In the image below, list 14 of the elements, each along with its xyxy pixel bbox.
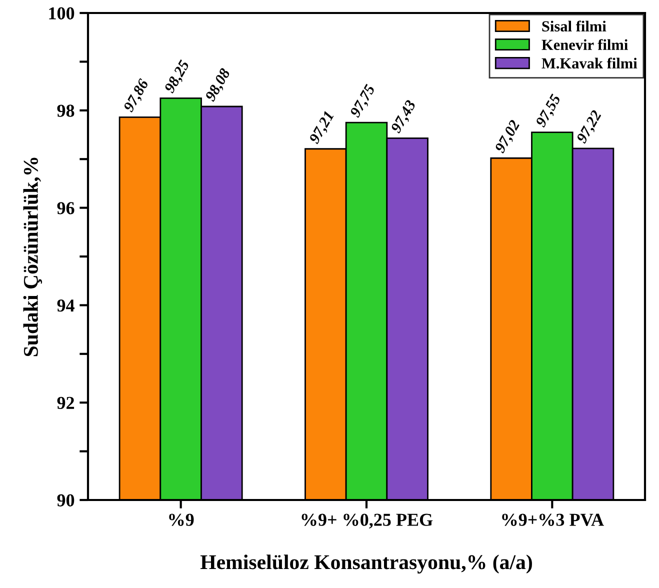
x-axis-title: Hemiselüloz Konsantrasyonu,% (a/a) <box>200 554 532 574</box>
legend-label: Sisal filmi <box>542 20 606 32</box>
x-tick-label: %9+%3 PVA <box>502 514 604 526</box>
legend-label: Kenevir filmi <box>542 39 628 50</box>
y-tick-label: 92 <box>57 396 74 410</box>
y-tick-label: 100 <box>49 7 74 20</box>
y-tick-label: 96 <box>57 202 74 214</box>
y-tick-label: 90 <box>57 494 74 506</box>
legend-label: M.Kavak filmi <box>542 58 638 69</box>
y-tick-label: 94 <box>57 300 74 312</box>
x-tick-label: %9+ %0,25 PEG <box>302 514 433 529</box>
x-tick-label: %9 <box>169 514 194 526</box>
y-axis-title: Sudaki Çözünürlük,% <box>23 158 42 356</box>
y-tick-label: 98 <box>57 104 74 117</box>
